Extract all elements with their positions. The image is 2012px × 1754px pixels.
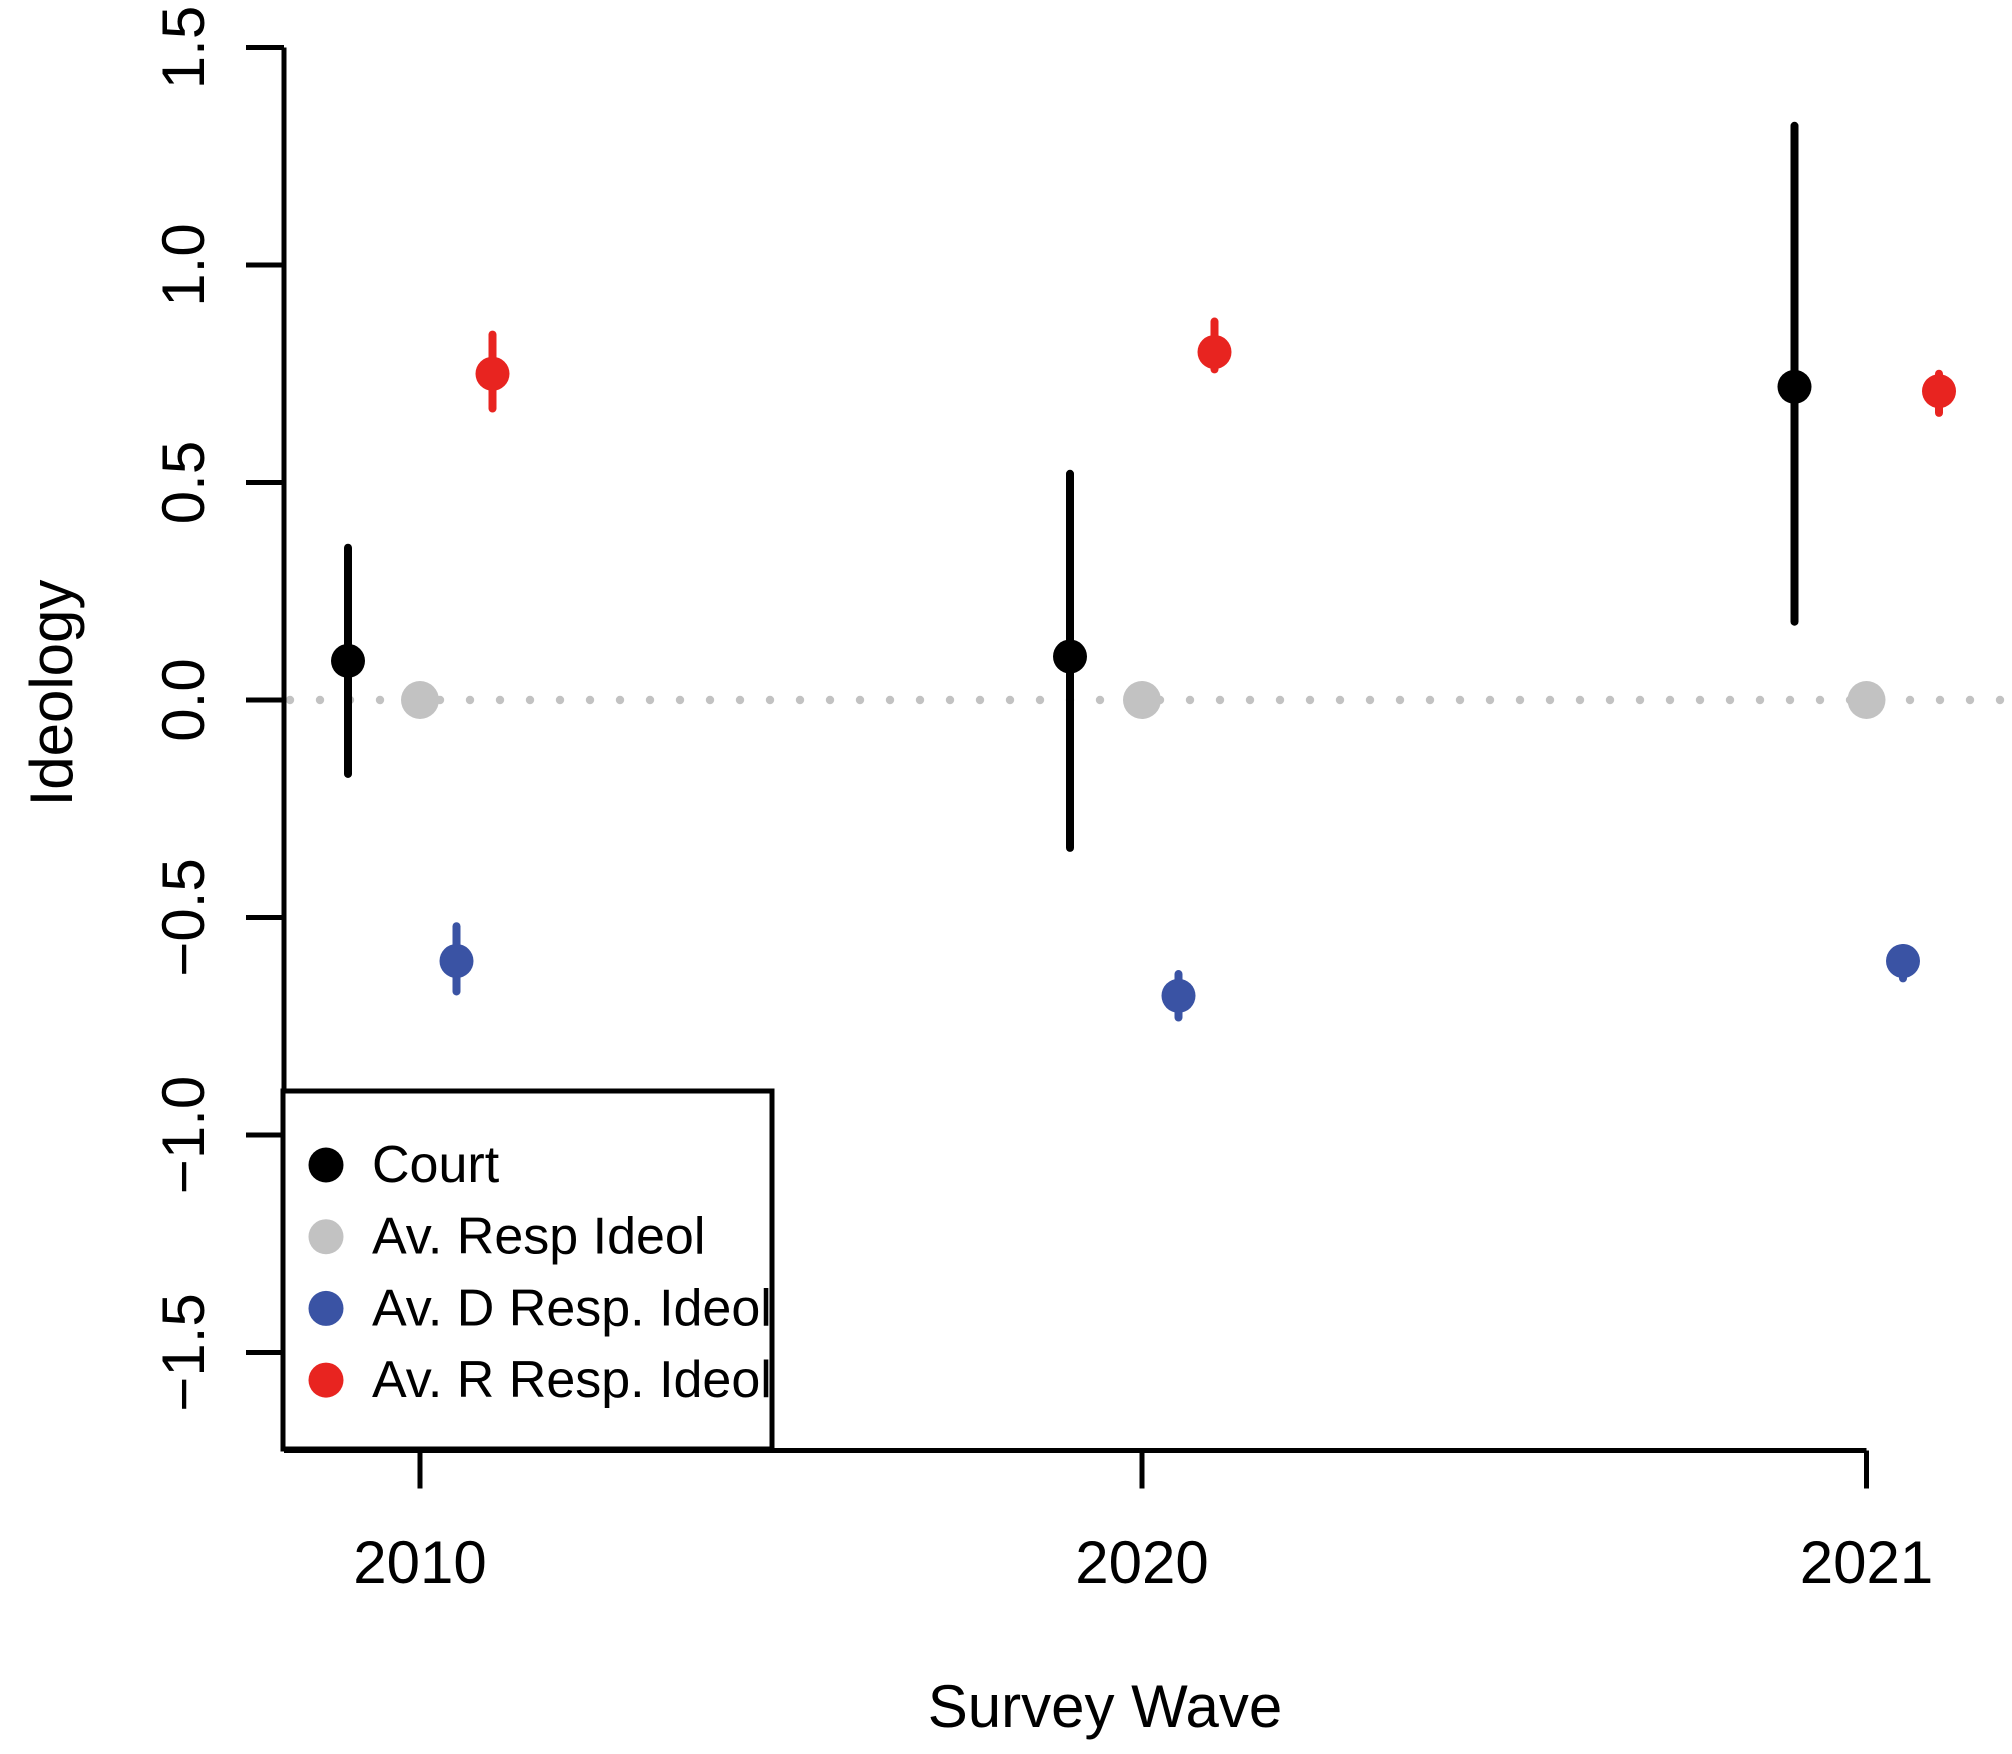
- zero-line-dot: [1485, 695, 1495, 705]
- zero-line-dot: [1245, 695, 1255, 705]
- zero-line-dot: [555, 695, 565, 705]
- data-point-av-resp-ideol-2021: [1847, 681, 1886, 719]
- x-tick-label: 2021: [1800, 1529, 1933, 1596]
- series-court: [331, 121, 1812, 852]
- data-point-court-2020: [1053, 639, 1087, 674]
- data-point-av-d-resp-ideol-2021: [1886, 944, 1920, 978]
- x-axis-title: Survey Wave: [928, 1673, 1283, 1740]
- zero-line-dot: [795, 695, 805, 705]
- data-point-av-resp-ideol-2020: [1123, 681, 1161, 719]
- zero-line-dot: [1605, 695, 1615, 705]
- legend-marker-av-r-resp-ideol: [308, 1362, 344, 1398]
- zero-line-dot: [1755, 695, 1765, 705]
- data-point-av-d-resp-ideol-2020: [1161, 978, 1196, 1013]
- x-tick-label: 2020: [1075, 1529, 1208, 1596]
- data-point-av-r-resp-ideol-2021: [1922, 374, 1956, 409]
- zero-line-dot: [465, 695, 475, 705]
- zero-line-dot: [645, 695, 655, 705]
- zero-line-dot: [1905, 695, 1915, 705]
- y-tick-label: 1.5: [150, 6, 217, 89]
- zero-line-dot: [375, 695, 385, 705]
- zero-line-dot: [675, 695, 685, 705]
- data-point-av-r-resp-ideol-2010: [475, 356, 510, 391]
- zero-line-dot: [1425, 695, 1435, 705]
- zero-line-dot: [1515, 695, 1525, 705]
- series-av-d-resp-ideol: [439, 922, 1920, 1022]
- y-axis: −1.5 −1.0 −0.5 0.0 0.5 1.0 1.5: [150, 6, 287, 1412]
- legend-label-av-d-resp-ideol: Av. D Resp. Ideol: [372, 1279, 772, 1337]
- zero-line-dot: [315, 695, 325, 705]
- zero-line-dot: [1725, 695, 1735, 705]
- zero-line-dot: [825, 695, 835, 705]
- zero-line-dot: [1365, 695, 1375, 705]
- zero-line-dot: [615, 695, 625, 705]
- zero-line-dot: [1005, 695, 1015, 705]
- zero-line-dot: [1545, 695, 1555, 705]
- legend-marker-av-d-resp-ideol: [308, 1290, 344, 1326]
- zero-line-dot: [1635, 695, 1645, 705]
- legend-marker-court: [308, 1147, 344, 1183]
- zero-line-dot: [1275, 695, 1285, 705]
- y-axis-title: Ideology: [18, 580, 85, 807]
- zero-line-dot: [285, 695, 295, 705]
- y-tick-label: 0.0: [150, 658, 217, 741]
- zero-line-dot: [1215, 695, 1225, 705]
- zero-line-dot: [1965, 695, 1975, 705]
- zero-line-dot: [1305, 695, 1315, 705]
- zero-line-dot: [735, 695, 745, 705]
- zero-line-dot: [765, 695, 775, 705]
- legend-label-av-resp-ideol: Av. Resp Ideol: [372, 1208, 705, 1266]
- y-tick-label: 1.0: [150, 223, 217, 306]
- series-av-r-resp-ideol: [475, 317, 1956, 417]
- zero-line-dot: [975, 695, 985, 705]
- zero-line-dot: [1815, 695, 1825, 705]
- zero-line-dot: [1695, 695, 1705, 705]
- zero-line-dot: [915, 695, 925, 705]
- zero-reference-line: [285, 695, 2005, 705]
- zero-line-dot: [705, 695, 715, 705]
- legend-marker-av-resp-ideol: [308, 1219, 344, 1255]
- y-tick-label: −1.5: [150, 1293, 217, 1411]
- legend-box: [280, 1088, 775, 1452]
- zero-line-dot: [525, 695, 535, 705]
- zero-line-dot: [495, 695, 505, 705]
- zero-line-dot: [585, 695, 595, 705]
- zero-line-dot: [1185, 695, 1195, 705]
- zero-line-dot: [1035, 695, 1045, 705]
- data-point-av-resp-ideol-2010: [401, 681, 439, 719]
- data-point-court-2021: [1777, 369, 1812, 404]
- zero-line-dot: [1665, 695, 1675, 705]
- legend-item-av-d-resp-ideol: Av. D Resp. Ideol: [308, 1279, 772, 1337]
- zero-line-dot: [855, 695, 865, 705]
- legend: Court Av. Resp Ideol Av. D Resp. Ideol Av. …: [280, 1088, 775, 1452]
- y-tick-label: −1.0: [150, 1076, 217, 1194]
- data-point-av-r-resp-ideol-2020: [1197, 335, 1232, 369]
- y-tick-label: −0.5: [150, 858, 217, 976]
- data-point-av-d-resp-ideol-2010: [439, 944, 474, 978]
- legend-item-av-resp-ideol: Av. Resp Ideol: [308, 1208, 705, 1266]
- x-axis: 2010 2020 2021: [284, 1448, 1933, 1596]
- series-av-resp-ideol: [401, 681, 1886, 719]
- zero-line-dot: [1455, 695, 1465, 705]
- zero-line-dot: [1395, 695, 1405, 705]
- legend-item-av-r-resp-ideol: Av. R Resp. Ideol: [308, 1351, 772, 1409]
- zero-line-dot: [1995, 695, 2005, 705]
- x-tick-label: 2010: [353, 1529, 486, 1596]
- legend-label-court: Court: [372, 1136, 500, 1194]
- legend-label-av-r-resp-ideol: Av. R Resp. Ideol: [372, 1351, 772, 1409]
- zero-line-dot: [1935, 695, 1945, 705]
- zero-line-dot: [1095, 695, 1105, 705]
- zero-line-dot: [1575, 695, 1585, 705]
- data-point-court-2010: [331, 643, 365, 678]
- y-tick-label: 0.5: [150, 441, 217, 524]
- zero-line-dot: [945, 695, 955, 705]
- zero-line-dot: [885, 695, 895, 705]
- zero-line-dot: [1785, 695, 1795, 705]
- zero-line-dot: [1335, 695, 1345, 705]
- legend-item-court: Court: [308, 1136, 500, 1194]
